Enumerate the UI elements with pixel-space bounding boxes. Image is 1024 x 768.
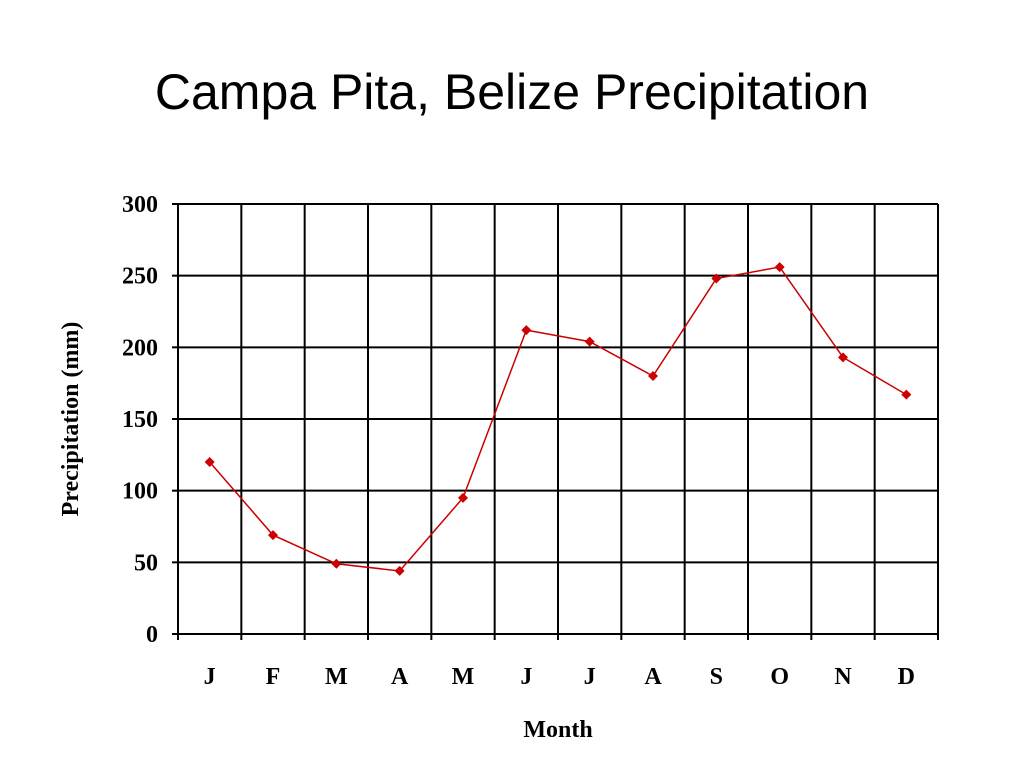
slide-title: Campa Pita, Belize Precipitation — [154, 64, 870, 120]
data-point — [521, 325, 532, 336]
data-point — [838, 352, 848, 363]
x-tick-label: M — [452, 664, 475, 690]
data-point — [584, 336, 595, 347]
data-point — [774, 262, 785, 273]
grid-layer — [172, 203, 939, 640]
series-line — [209, 266, 907, 572]
x-tick-label: O — [770, 664, 789, 690]
data-point — [711, 273, 722, 284]
y-tick-labels: 0 50 100 150 200 250 300 — [122, 192, 158, 648]
x-tick-label: A — [644, 664, 662, 690]
y-tick-label: 150 — [122, 407, 158, 433]
data-point — [458, 492, 468, 503]
y-tick-label: 200 — [122, 335, 158, 361]
data-point — [648, 371, 658, 381]
data-point — [394, 565, 405, 576]
x-tick-label: F — [266, 664, 281, 690]
y-tick-label: 100 — [122, 479, 158, 505]
x-tick-label: A — [391, 664, 409, 690]
y-tick-label: 50 — [134, 550, 158, 576]
x-tick-label: M — [325, 664, 348, 690]
x-tick-label: J — [520, 664, 532, 690]
x-tick-label: J — [204, 664, 216, 690]
x-tick-label: N — [834, 664, 852, 690]
y-tick-label: 250 — [122, 264, 158, 290]
x-tick-label: J — [584, 664, 596, 690]
y-tick-label: 300 — [122, 192, 158, 218]
data-point — [331, 558, 342, 569]
data-point — [204, 457, 215, 467]
x-tick-label: D — [898, 664, 915, 690]
x-axis-label: Month — [523, 717, 592, 743]
series-layer — [204, 262, 912, 576]
data-point — [901, 389, 912, 400]
x-tick-label: S — [710, 664, 723, 690]
data-point — [268, 530, 278, 541]
y-tick-label: 0 — [146, 622, 158, 648]
y-axis-label: Precipitation (mm) — [58, 322, 84, 517]
